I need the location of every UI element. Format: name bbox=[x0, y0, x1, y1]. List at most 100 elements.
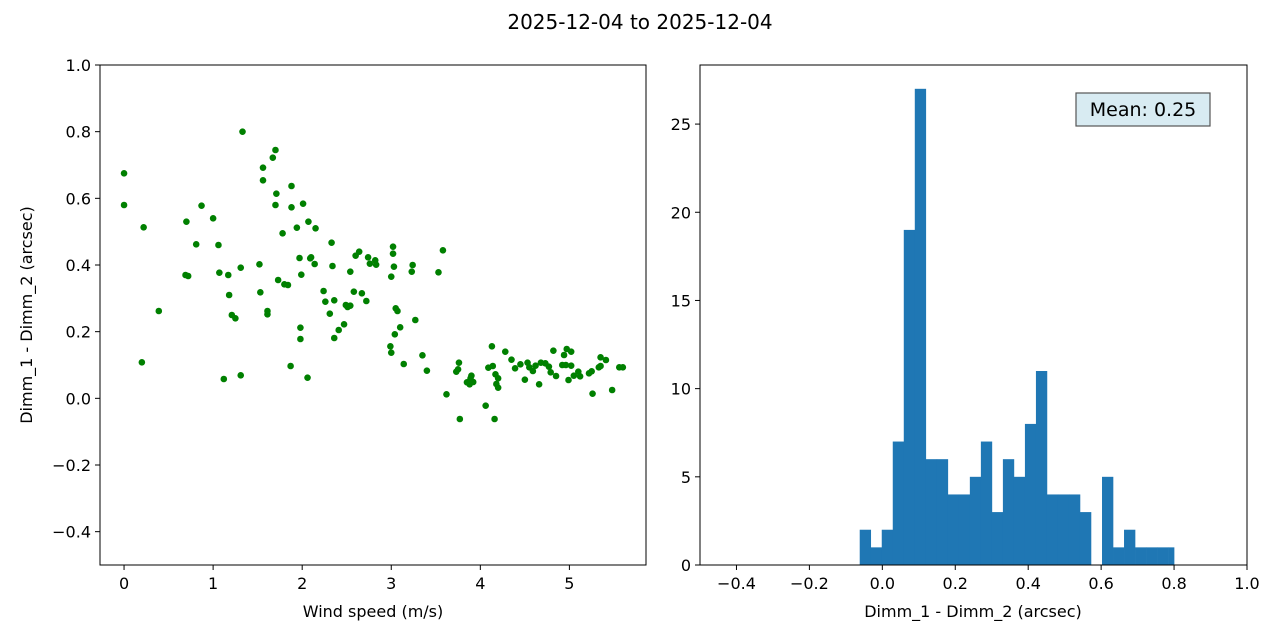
scatter-point bbox=[209, 215, 217, 222]
histogram-bar bbox=[914, 88, 927, 565]
scatter-point bbox=[358, 290, 366, 297]
scatter-point bbox=[120, 201, 128, 209]
scatter-point bbox=[198, 202, 205, 209]
scatter-point bbox=[297, 324, 304, 331]
scatter-point bbox=[597, 362, 604, 370]
scatter-point bbox=[468, 372, 475, 379]
scatter-point bbox=[489, 362, 497, 370]
scatter-point bbox=[216, 269, 223, 276]
histogram-bar bbox=[1168, 547, 1175, 565]
scatter-point bbox=[298, 271, 305, 278]
x-tick-label: 3 bbox=[386, 574, 396, 593]
scatter-point bbox=[259, 164, 267, 171]
mean-annotation: Mean: 0.25 bbox=[1075, 92, 1211, 127]
scatter-point bbox=[330, 334, 338, 342]
scatter-point bbox=[269, 154, 277, 161]
scatter-point bbox=[589, 390, 596, 397]
x-tick-label: 0.8 bbox=[1161, 574, 1186, 593]
scatter-point bbox=[567, 348, 575, 355]
histogram-bar bbox=[925, 459, 938, 565]
scatter-point bbox=[155, 307, 163, 315]
scatter-point bbox=[532, 362, 539, 369]
scatter-point bbox=[363, 297, 370, 305]
scatter-point bbox=[326, 310, 334, 317]
histogram-bar bbox=[1157, 547, 1169, 565]
scatter-point bbox=[390, 263, 398, 270]
scatter-point bbox=[482, 402, 489, 409]
histogram-bar bbox=[1146, 547, 1158, 565]
scatter-point bbox=[296, 254, 303, 262]
histogram-bar bbox=[1079, 512, 1092, 565]
mean-annotation-text: Mean: 0.25 bbox=[1090, 99, 1197, 121]
y-tick-label: −0.4 bbox=[52, 523, 91, 542]
x-tick-label: 1.0 bbox=[1234, 574, 1259, 593]
scatter-point bbox=[550, 347, 557, 354]
scatter-point bbox=[305, 218, 312, 225]
histogram-bar bbox=[1057, 494, 1070, 565]
scatter-point bbox=[501, 348, 509, 355]
scatter-point bbox=[232, 315, 239, 322]
scatter-y-axis: −0.4 −0.2 0.0 0.2 0.4 0.6 0.8 1.0 bbox=[52, 56, 100, 542]
y-tick-label: 25 bbox=[671, 115, 691, 134]
scatter-point bbox=[364, 254, 372, 261]
scatter-point bbox=[192, 241, 200, 248]
histogram-bar bbox=[1046, 494, 1059, 565]
scatter-point bbox=[576, 373, 584, 380]
scatter-point bbox=[588, 368, 595, 375]
histogram-bar bbox=[1013, 476, 1026, 565]
scatter-point bbox=[138, 359, 146, 366]
scatter-point bbox=[330, 297, 338, 304]
scatter-point bbox=[237, 372, 245, 379]
y-tick-label: 0.0 bbox=[66, 389, 91, 408]
histogram-bar bbox=[892, 441, 905, 565]
scatter-x-axis: 0 1 2 3 4 5 bbox=[119, 565, 574, 593]
scatter-point bbox=[299, 200, 307, 207]
histogram-x-axis-label: Dimm_1 - Dimm_2 (arcsec) bbox=[864, 602, 1082, 622]
scatter-point bbox=[494, 384, 502, 391]
scatter-point bbox=[409, 261, 416, 269]
scatter-point bbox=[311, 260, 318, 268]
x-tick-label: 2 bbox=[297, 574, 307, 593]
histogram-bar bbox=[958, 494, 971, 565]
scatter-point bbox=[322, 298, 329, 305]
scatter-point bbox=[511, 365, 519, 372]
y-tick-label: −0.2 bbox=[52, 456, 91, 475]
histogram-bar bbox=[991, 512, 1004, 565]
scatter-point bbox=[259, 177, 267, 184]
scatter-point bbox=[491, 415, 498, 423]
x-tick-label: 0.4 bbox=[1015, 574, 1040, 593]
histogram-bar bbox=[980, 441, 993, 565]
x-tick-label: −0.2 bbox=[790, 574, 829, 593]
scatter-point bbox=[335, 326, 343, 334]
scatter-point bbox=[279, 230, 286, 237]
scatter-point bbox=[184, 272, 192, 280]
scatter-x-axis-label: Wind speed (m/s) bbox=[303, 602, 444, 621]
scatter-point bbox=[423, 367, 431, 374]
histogram-bar bbox=[1035, 371, 1048, 565]
y-tick-label: 0.2 bbox=[66, 323, 91, 342]
x-tick-label: 0.2 bbox=[943, 574, 968, 593]
scatter-point bbox=[408, 268, 416, 275]
scatter-point bbox=[287, 362, 294, 370]
figure-title: 2025-12-04 to 2025-12-04 bbox=[507, 10, 772, 34]
scatter-point bbox=[220, 375, 228, 383]
scatter-point bbox=[396, 324, 404, 331]
scatter-point bbox=[521, 376, 529, 383]
scatter-point bbox=[552, 372, 560, 380]
y-tick-label: 20 bbox=[671, 203, 691, 222]
scatter-point bbox=[597, 354, 604, 361]
scatter-point bbox=[387, 273, 395, 280]
scatter-point bbox=[350, 288, 358, 295]
scatter-point bbox=[394, 307, 401, 315]
scatter-point bbox=[225, 291, 233, 299]
histogram-bar bbox=[1002, 459, 1015, 565]
scatter-point bbox=[215, 241, 222, 249]
scatter-point bbox=[272, 146, 279, 154]
scatter-point bbox=[562, 361, 570, 369]
scatter-point bbox=[355, 248, 363, 255]
y-tick-label: 0.4 bbox=[66, 256, 91, 275]
histogram-bar bbox=[1024, 423, 1037, 565]
scatter-point bbox=[372, 261, 380, 268]
x-tick-label: 0.6 bbox=[1088, 574, 1113, 593]
